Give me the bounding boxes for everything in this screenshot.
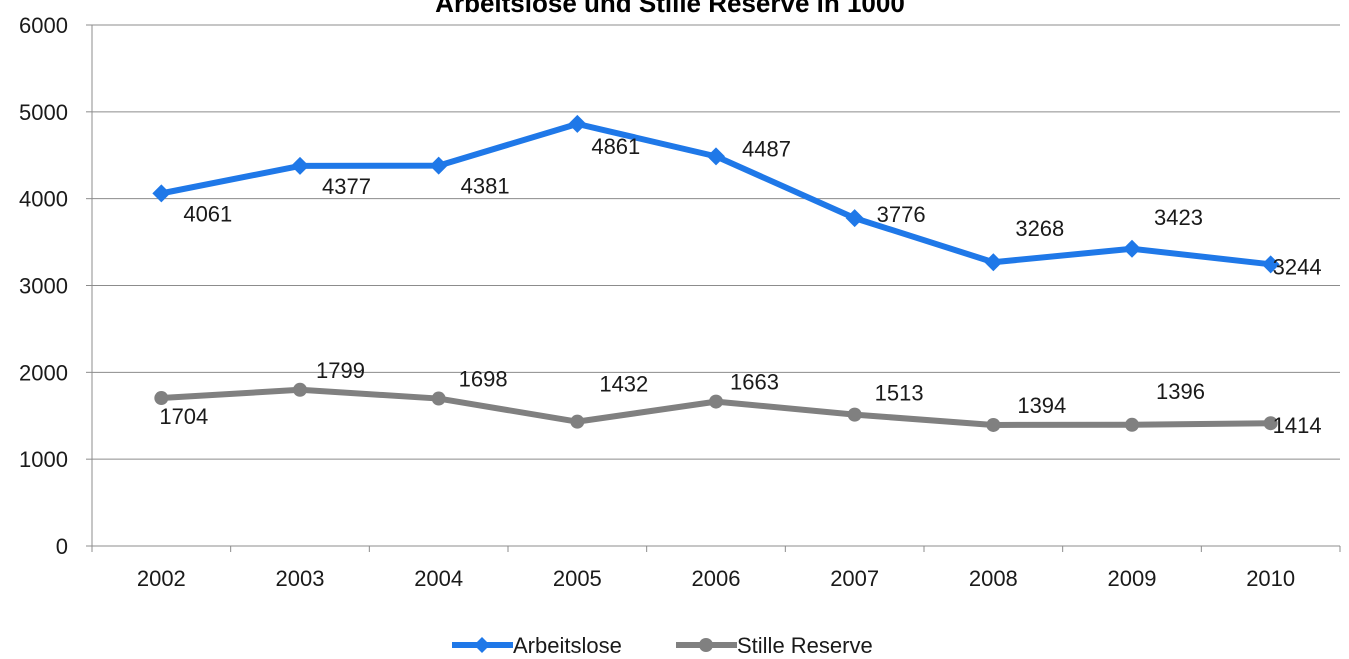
y-axis-ticks: 0 1000 2000 3000 4000 5000 6000 <box>19 13 92 559</box>
series-group <box>152 114 1280 432</box>
data-point <box>152 184 171 203</box>
data-point <box>291 156 309 175</box>
chart-title: Arbeitslose und Stille Reserve in 1000 <box>435 0 905 18</box>
y-tick-label: 3000 <box>19 274 68 299</box>
data-label: 1698 <box>459 367 508 392</box>
data-label: 1414 <box>1273 413 1322 438</box>
legend-label-arbeitslose: Arbeitslose <box>513 633 622 658</box>
data-point <box>1123 239 1141 258</box>
x-tick-label: 2010 <box>1246 566 1295 591</box>
data-label: 1663 <box>730 370 779 395</box>
data-point <box>1261 255 1280 274</box>
y-tick-label: 2000 <box>19 360 68 385</box>
data-label: 4061 <box>183 201 232 226</box>
x-axis-ticks: 2002 2003 2004 2005 2006 2007 2008 2009 2010 <box>91 546 1341 591</box>
x-tick-label: 2006 <box>692 566 741 591</box>
data-label: 1704 <box>159 404 208 429</box>
legend: Arbeitslose Stille Reserve <box>452 633 873 658</box>
legend-item-arbeitslose: Arbeitslose <box>452 633 622 658</box>
data-label: 1394 <box>1017 393 1066 418</box>
data-point <box>986 417 1001 432</box>
data-label: 1513 <box>875 381 924 406</box>
data-point <box>1263 416 1278 431</box>
x-tick-label: 2005 <box>553 566 602 591</box>
y-tick-label: 0 <box>56 534 68 559</box>
data-label: 3268 <box>1015 216 1064 241</box>
data-point <box>293 382 307 397</box>
data-labels: 4061 4377 4381 4861 4487 3776 3268 3423 3244 1704… <box>159 134 1321 438</box>
x-tick-label: 2009 <box>1108 566 1157 591</box>
data-label: 4377 <box>322 174 371 199</box>
data-point <box>429 156 448 175</box>
data-label: 1432 <box>599 372 648 397</box>
legend-marker-arbeitslose <box>474 637 490 653</box>
y-tick-label: 5000 <box>19 100 68 125</box>
data-point <box>984 253 1003 272</box>
data-point <box>570 414 585 429</box>
y-tick-label: 6000 <box>19 13 68 38</box>
data-point <box>847 407 862 422</box>
legend-label-stille-reserve: Stille Reserve <box>737 633 873 658</box>
gridlines <box>92 24 1340 460</box>
series-arbeitslose <box>152 114 1280 274</box>
data-point <box>707 147 725 166</box>
data-label: 4381 <box>461 174 510 199</box>
data-label: 3423 <box>1154 205 1203 230</box>
data-label: 1799 <box>316 358 365 383</box>
data-point <box>709 394 723 409</box>
data-label: 4861 <box>591 134 640 159</box>
legend-marker-stille-reserve <box>699 638 713 652</box>
y-tick-label: 1000 <box>19 447 68 472</box>
data-label: 4487 <box>742 136 791 161</box>
x-tick-label: 2003 <box>276 566 325 591</box>
data-point <box>154 391 169 406</box>
data-point <box>431 391 446 406</box>
data-point <box>568 114 587 133</box>
series-stille-reserve <box>154 382 1278 432</box>
data-point <box>1125 417 1139 432</box>
y-tick-label: 4000 <box>19 187 68 212</box>
data-label: 3244 <box>1273 254 1322 279</box>
data-point <box>845 209 864 228</box>
x-tick-label: 2004 <box>414 566 463 591</box>
data-label: 3776 <box>877 202 926 227</box>
x-tick-label: 2007 <box>830 566 879 591</box>
x-tick-label: 2008 <box>969 566 1018 591</box>
data-label: 1396 <box>1156 379 1205 404</box>
legend-item-stille-reserve: Stille Reserve <box>676 633 873 658</box>
x-tick-label: 2002 <box>137 566 186 591</box>
